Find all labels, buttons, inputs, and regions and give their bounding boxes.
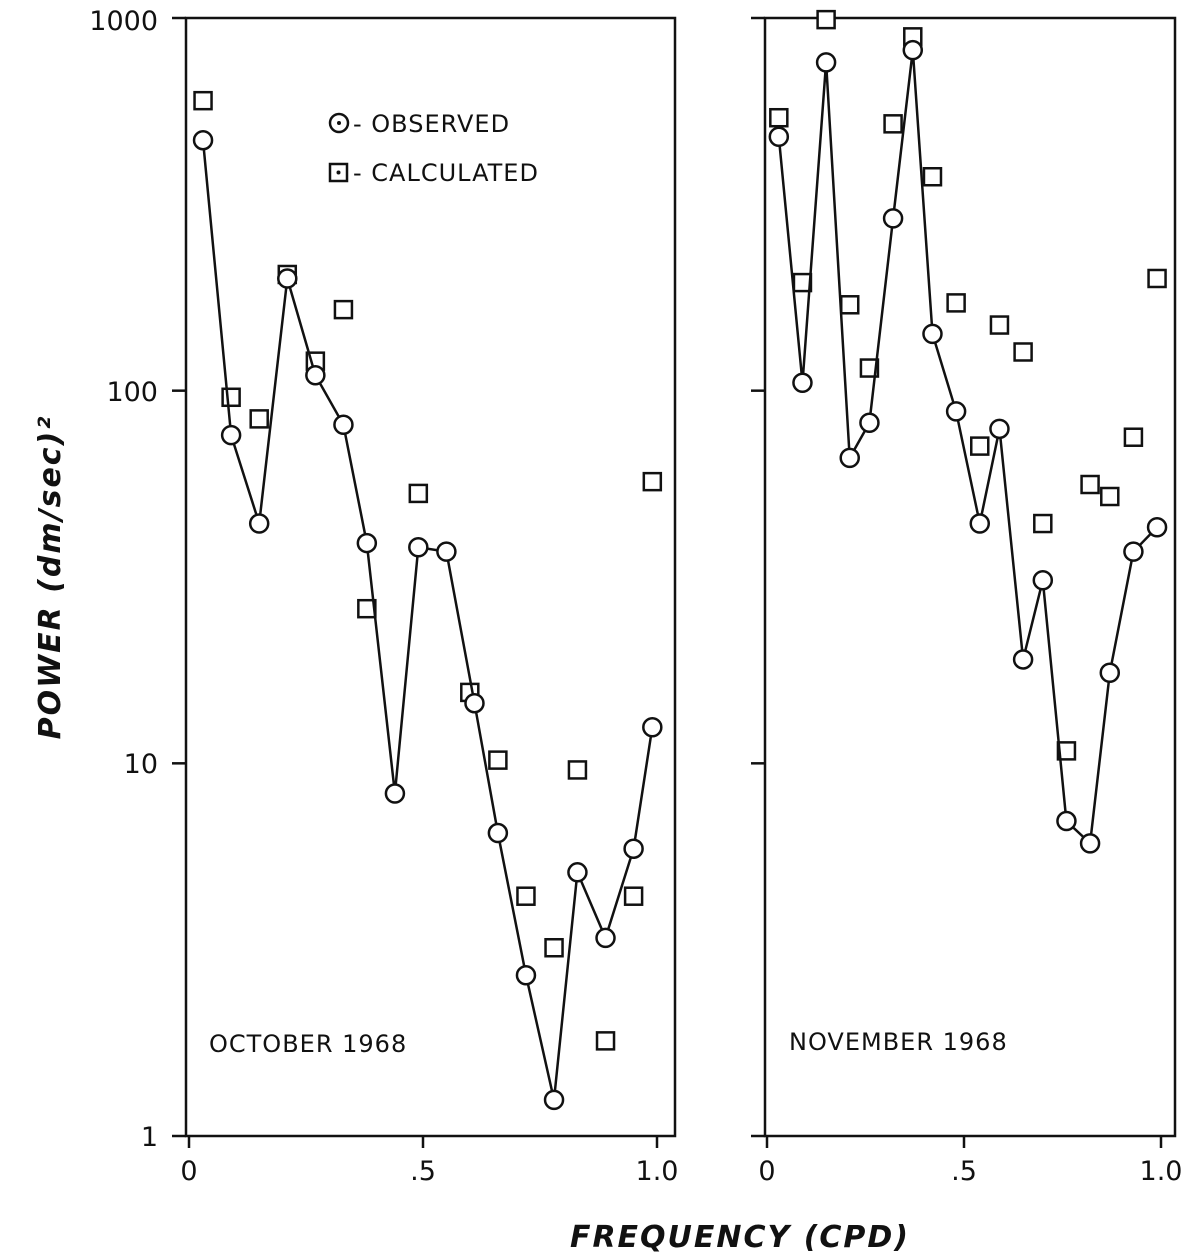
observed-point [1099,662,1121,684]
plot-area-november [768,9,1168,854]
calculated-point [859,358,880,378]
observed-point [642,716,663,738]
calculated-point [816,9,836,30]
observed-point [815,52,837,73]
observed-point [248,513,270,534]
panel-frame-october [184,16,677,1138]
calculated-point [595,1031,616,1051]
calculated-point [883,114,903,134]
calculated-point [839,295,860,315]
legend-observed-center [337,121,341,125]
calculated-point [221,387,241,408]
observed-point [1146,517,1168,538]
observed-point [623,838,644,859]
legend-observed-label: - OBSERVED [353,110,510,138]
observed-point [595,927,616,949]
observed-point [305,364,326,386]
calculated-point [544,937,564,958]
calculated-point [408,483,429,504]
calculated-point [333,299,354,320]
observed-point [859,412,880,434]
legend-calculated-center [336,170,341,175]
x-axis-title: FREQUENCY (CPD) [570,1220,910,1255]
observed-point [1012,649,1034,670]
observed-line [777,49,1158,846]
y-axis-title: POWER (dm/sec)² [33,415,68,740]
panel-label-november: NOVEMBER 1968 [789,1028,1008,1056]
legend-calculated-label: - CALCULATED [353,159,539,187]
observed-point [882,208,904,229]
observed-point [515,964,537,986]
panel-frame-november [763,16,1177,1138]
observed-point [922,323,943,345]
calculated-point [623,886,644,906]
observed-point [384,783,406,804]
calculated-point [193,90,213,111]
observed-point [543,1089,565,1111]
y-tick-label: 10 [124,749,158,780]
observed-point [768,126,790,148]
observed-point [1123,541,1144,562]
observed-point [487,822,509,844]
y-tick-label: 1 [141,1122,158,1153]
calculated-point [516,886,536,906]
observed-point [792,372,813,394]
y-tick-labels: 1 10 100 1000 [89,6,158,1153]
calculated-point [1056,741,1077,761]
calculated-point [567,760,588,780]
calculated-point [970,436,990,456]
calculated-point [249,409,269,429]
observed-point [277,268,298,289]
calculated-point [769,107,789,128]
calculated-point [1033,513,1053,534]
x-tick-labels-october: 0 .5 1.0 [180,1156,678,1187]
x-tick-label: 1.0 [636,1156,679,1187]
x-tick-label: 0 [758,1156,775,1187]
legend: - OBSERVED - CALCULATED [328,110,539,187]
observed-line [201,140,654,1101]
x-tick-labels-november: 0 .5 1.0 [758,1156,1182,1187]
x-tick-label: 1.0 [1140,1156,1183,1187]
panel-label-october: OCTOBER 1968 [209,1030,407,1058]
observed-point [969,513,991,534]
observed-point [333,414,354,436]
observed-point [1056,810,1077,832]
observed-point [356,532,378,554]
observed-point [839,447,860,469]
calculated-point [1100,486,1120,507]
observed-point [945,401,967,422]
x-tick-label: .5 [410,1156,436,1187]
x-tick-label: 0 [180,1156,197,1187]
calculated-point [989,315,1010,335]
calculated-point [488,750,508,770]
observed-point [192,129,214,151]
observed-point [1032,569,1054,591]
axis-ticks [172,16,1163,1148]
observed-point [1079,833,1101,854]
calculated-point [1080,474,1100,495]
calculated-point [1147,268,1167,289]
calculated-point [922,166,943,187]
observed-point [220,424,242,446]
observed-point [567,862,588,883]
calculated-point [642,471,663,492]
calculated-point [1013,342,1033,362]
y-tick-label: 1000 [89,6,158,37]
calculated-point [946,293,966,313]
observed-point [464,692,485,714]
x-tick-label: .5 [951,1156,977,1187]
observed-point [902,39,924,61]
y-tick-label: 100 [106,377,158,408]
observed-point [408,537,429,558]
observed-point [989,418,1010,440]
plot-area-october [192,90,663,1111]
observed-point [436,541,457,562]
calculated-point [1123,427,1144,447]
